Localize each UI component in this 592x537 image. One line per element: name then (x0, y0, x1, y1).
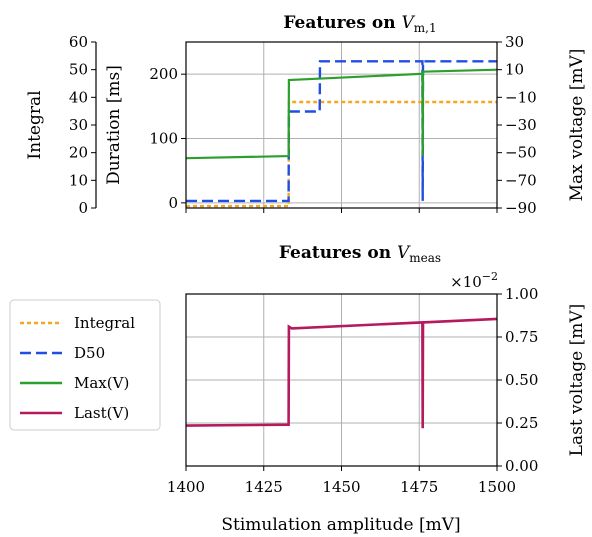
bottom-title: Features on Vmeas (279, 243, 441, 265)
last-voltage-tick-label: 0.00 (505, 457, 538, 475)
bottom-grid (185, 293, 498, 467)
integral-tick-label: 20 (69, 144, 88, 162)
x-tick-label: 1400 (167, 478, 205, 496)
series-last-v (185, 317, 498, 429)
integral-tick-label: 40 (69, 88, 88, 106)
duration-tick-label: 100 (149, 130, 178, 148)
integral-tick-label: 60 (69, 33, 88, 51)
max-voltage-tick-label: −50 (505, 144, 537, 162)
last-voltage-tick-label: 0.75 (505, 328, 538, 346)
duration-axis-label: Duration [ms] (104, 65, 124, 185)
integral-tick-label: 0 (78, 199, 88, 217)
x-tick-label: 1450 (322, 478, 360, 496)
max-voltage-tick-label: −70 (505, 171, 537, 189)
top-axes: 0 100 200 0 10 20 30 40 50 60 Integral Duration [ms… (25, 33, 587, 217)
integral-tick-label: 50 (69, 61, 88, 79)
max-voltage-tick-label: −10 (505, 88, 537, 106)
integral-axis-label: Integral (25, 90, 45, 159)
offset-text: ×10−2 (450, 270, 498, 291)
max-voltage-axis-label: Max voltage [mV] (567, 49, 587, 202)
last-voltage-axis-label: Last voltage [mV] (567, 304, 587, 457)
integral-tick-label: 30 (69, 116, 88, 134)
last-voltage-tick-label: 0.50 (505, 371, 538, 389)
x-tick-label: 1475 (400, 478, 438, 496)
series-integral (186, 100, 497, 208)
top-series (185, 60, 498, 208)
x-axis-label: Stimulation amplitude [mV] (221, 515, 460, 535)
last-voltage-tick-label: 0.25 (505, 414, 538, 432)
legend-label: Max(V) (74, 374, 129, 392)
duration-tick-label: 0 (168, 194, 178, 212)
legend-label: Integral (74, 314, 135, 332)
last-voltage-tick-label: 1.00 (505, 285, 538, 303)
x-tick-label: 1425 (245, 478, 283, 496)
top-title: Features on Vm,1 (283, 13, 436, 35)
max-voltage-tick-label: 30 (505, 33, 524, 51)
duration-tick-label: 200 (149, 65, 178, 83)
legend-box (9, 299, 161, 431)
top-grid (185, 42, 498, 208)
max-voltage-tick-label: −30 (505, 116, 537, 134)
x-tick-label: 1500 (478, 478, 516, 496)
max-voltage-tick-label: −90 (505, 199, 537, 217)
legend: Integral D50 Max(V) Last(V) (9, 299, 161, 431)
legend-label: Last(V) (74, 404, 129, 422)
bottom-series (185, 317, 498, 429)
series-max-v (185, 68, 498, 160)
legend-label: D50 (74, 344, 105, 362)
bottom-axes: 1400 1425 1450 1475 1500 0.00 0.25 0.50 0.75 1.00… (167, 285, 587, 496)
max-voltage-tick-label: 10 (505, 61, 524, 79)
integral-tick-label: 10 (69, 171, 88, 189)
